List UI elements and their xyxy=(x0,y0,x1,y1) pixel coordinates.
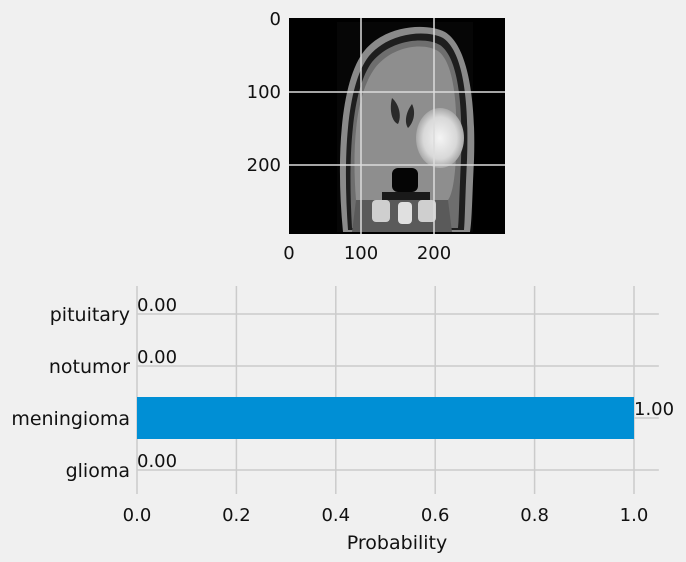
category-label: pituitary xyxy=(50,304,130,326)
mri-image-panel: 0 100 200 0 100 200 xyxy=(247,9,505,264)
bar-chart-x-ticks: 0.0 0.2 0.4 0.6 0.8 1.0 xyxy=(123,505,649,526)
category-label: notumor xyxy=(49,356,130,378)
x-tick-label: 0.2 xyxy=(222,505,251,526)
category-label: glioma xyxy=(66,460,130,482)
image-xtick-label: 200 xyxy=(417,243,451,264)
brain-mri-scan xyxy=(289,18,505,234)
value-label: 0.00 xyxy=(137,347,177,368)
x-tick-label: 0.8 xyxy=(520,505,549,526)
image-ytick-label: 100 xyxy=(247,82,281,103)
category-label: meningioma xyxy=(11,408,130,430)
value-label: 1.00 xyxy=(634,399,674,420)
image-ytick-label: 0 xyxy=(270,9,281,30)
probability-bar-chart: glioma meningioma notumor pituitary 0.00 1.0… xyxy=(11,286,674,554)
image-grid xyxy=(289,18,505,234)
value-label: 0.00 xyxy=(137,451,177,472)
x-tick-label: 1.0 xyxy=(620,505,649,526)
bar-meningioma xyxy=(137,397,634,439)
bar-chart-grid xyxy=(136,286,659,494)
bar-chart-value-labels: 0.00 1.00 0.00 0.00 xyxy=(137,295,674,472)
x-tick-label: 0.0 xyxy=(123,505,152,526)
image-xtick-label: 100 xyxy=(344,243,378,264)
x-axis-label: Probability xyxy=(347,532,447,554)
x-tick-label: 0.4 xyxy=(321,505,350,526)
bar-chart-bars xyxy=(137,397,634,439)
image-xtick-label: 0 xyxy=(283,243,294,264)
image-ytick-label: 200 xyxy=(247,155,281,176)
value-label: 0.00 xyxy=(137,295,177,316)
x-tick-label: 0.6 xyxy=(421,505,450,526)
bar-chart-category-labels: glioma meningioma notumor pituitary xyxy=(11,304,130,482)
